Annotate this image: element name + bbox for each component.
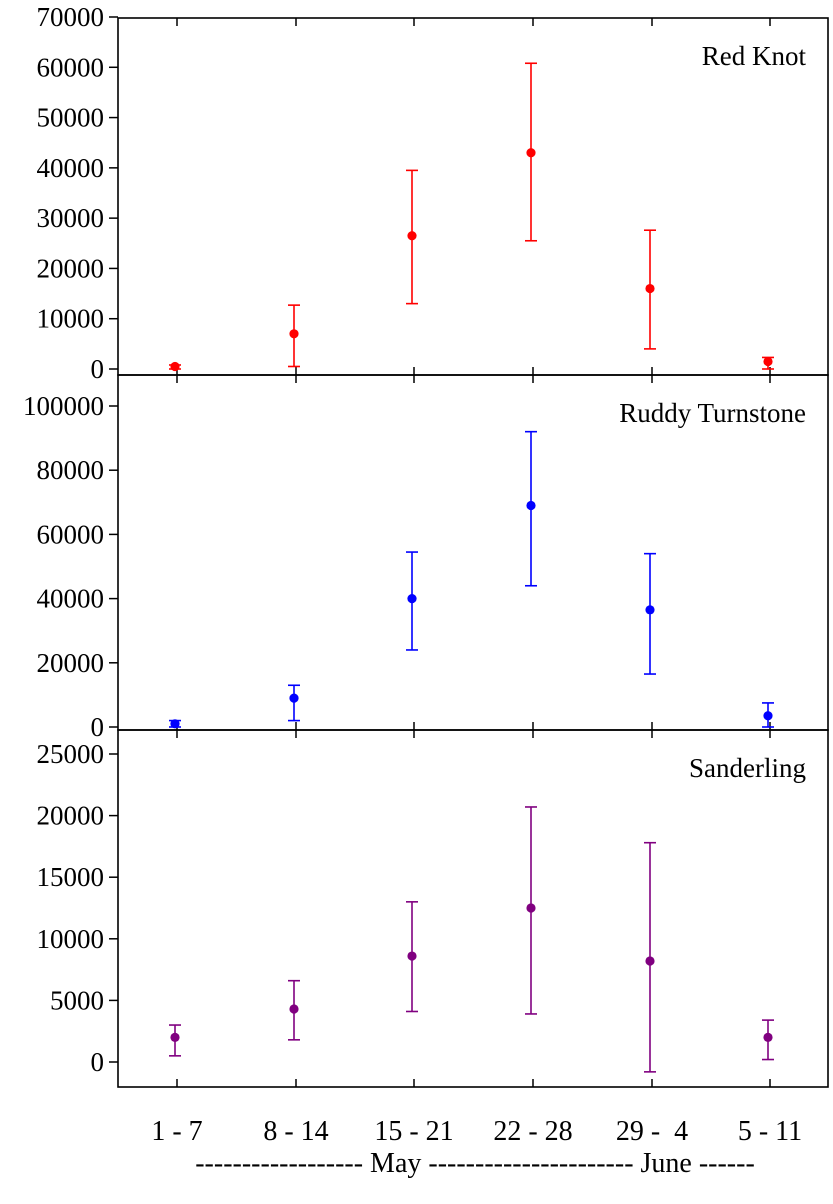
panel-frame [117, 729, 829, 1088]
y-tick-label: 0 [91, 354, 105, 384]
data-point [170, 1032, 180, 1042]
y-tick-label: 70000 [37, 2, 105, 32]
data-point [526, 903, 536, 913]
data-point [526, 500, 536, 511]
panel-frame [117, 17, 829, 376]
y-tick-label: 0 [91, 1047, 105, 1077]
data-point [763, 356, 773, 367]
x-category-label: 22 - 28 [493, 1116, 572, 1147]
x-category-label: 15 - 21 [374, 1116, 453, 1147]
data-point [170, 719, 180, 729]
panel-frame [117, 374, 829, 731]
y-tick-label: 50000 [37, 103, 105, 133]
month-caption: ------------------ May -----------------… [195, 1148, 755, 1179]
x-category-label: 29 - 4 [616, 1116, 688, 1147]
y-tick-label: 20000 [37, 801, 105, 831]
y-tick-label: 5000 [50, 985, 104, 1015]
x-category-label: 1 - 7 [151, 1116, 202, 1147]
y-tick-label: 40000 [37, 584, 105, 614]
y-tick-label: 15000 [37, 862, 105, 892]
y-tick-label: 60000 [37, 519, 105, 549]
y-tick-label: 100000 [23, 391, 104, 421]
panel-label: Red Knot [702, 41, 807, 71]
y-tick-label: 80000 [37, 455, 105, 485]
data-point [289, 1004, 299, 1014]
data-point [407, 594, 417, 604]
panel-label: Ruddy Turnstone [619, 398, 806, 428]
data-point [289, 693, 299, 703]
y-tick-label: 10000 [37, 304, 105, 334]
data-point [763, 711, 773, 721]
data-point [289, 329, 299, 339]
data-point [645, 956, 655, 966]
data-point [645, 605, 655, 615]
panel-1: 0 20000 40000 60000 80000 100000 Ruddy Turnsto… [23, 374, 829, 742]
y-tick-label: 25000 [37, 739, 105, 769]
data-point [170, 361, 180, 372]
panel-2: 0 5000 10000 15000 20000 25000 Sanderling [37, 729, 829, 1088]
error-bar [288, 684, 300, 722]
y-tick-label: 30000 [37, 203, 105, 233]
data-point [763, 1032, 773, 1042]
y-tick-label: 20000 [37, 253, 105, 283]
data-point [526, 148, 536, 158]
x-axis: 1 - 7 8 - 14 15 - 21 22 - 28 29 - 4 5 - 11 [151, 1116, 802, 1147]
y-tick-label: 20000 [37, 648, 105, 678]
data-point [407, 231, 417, 241]
y-tick-label: 60000 [37, 52, 105, 82]
y-tick-label: 10000 [37, 924, 105, 954]
panel-0: 0 10000 20000 30000 40000 50000 60000 70000 Red … [37, 2, 829, 384]
x-category-label: 8 - 14 [263, 1116, 328, 1147]
y-tick-label: 0 [91, 712, 105, 742]
panel-label: Sanderling [689, 753, 806, 783]
x-category-label: 5 - 11 [738, 1116, 802, 1147]
chart-panels: 010000200003000040000500006000070000Red … [23, 2, 829, 1088]
data-point [407, 951, 417, 961]
data-point [645, 283, 655, 294]
y-tick-label: 40000 [37, 153, 105, 183]
